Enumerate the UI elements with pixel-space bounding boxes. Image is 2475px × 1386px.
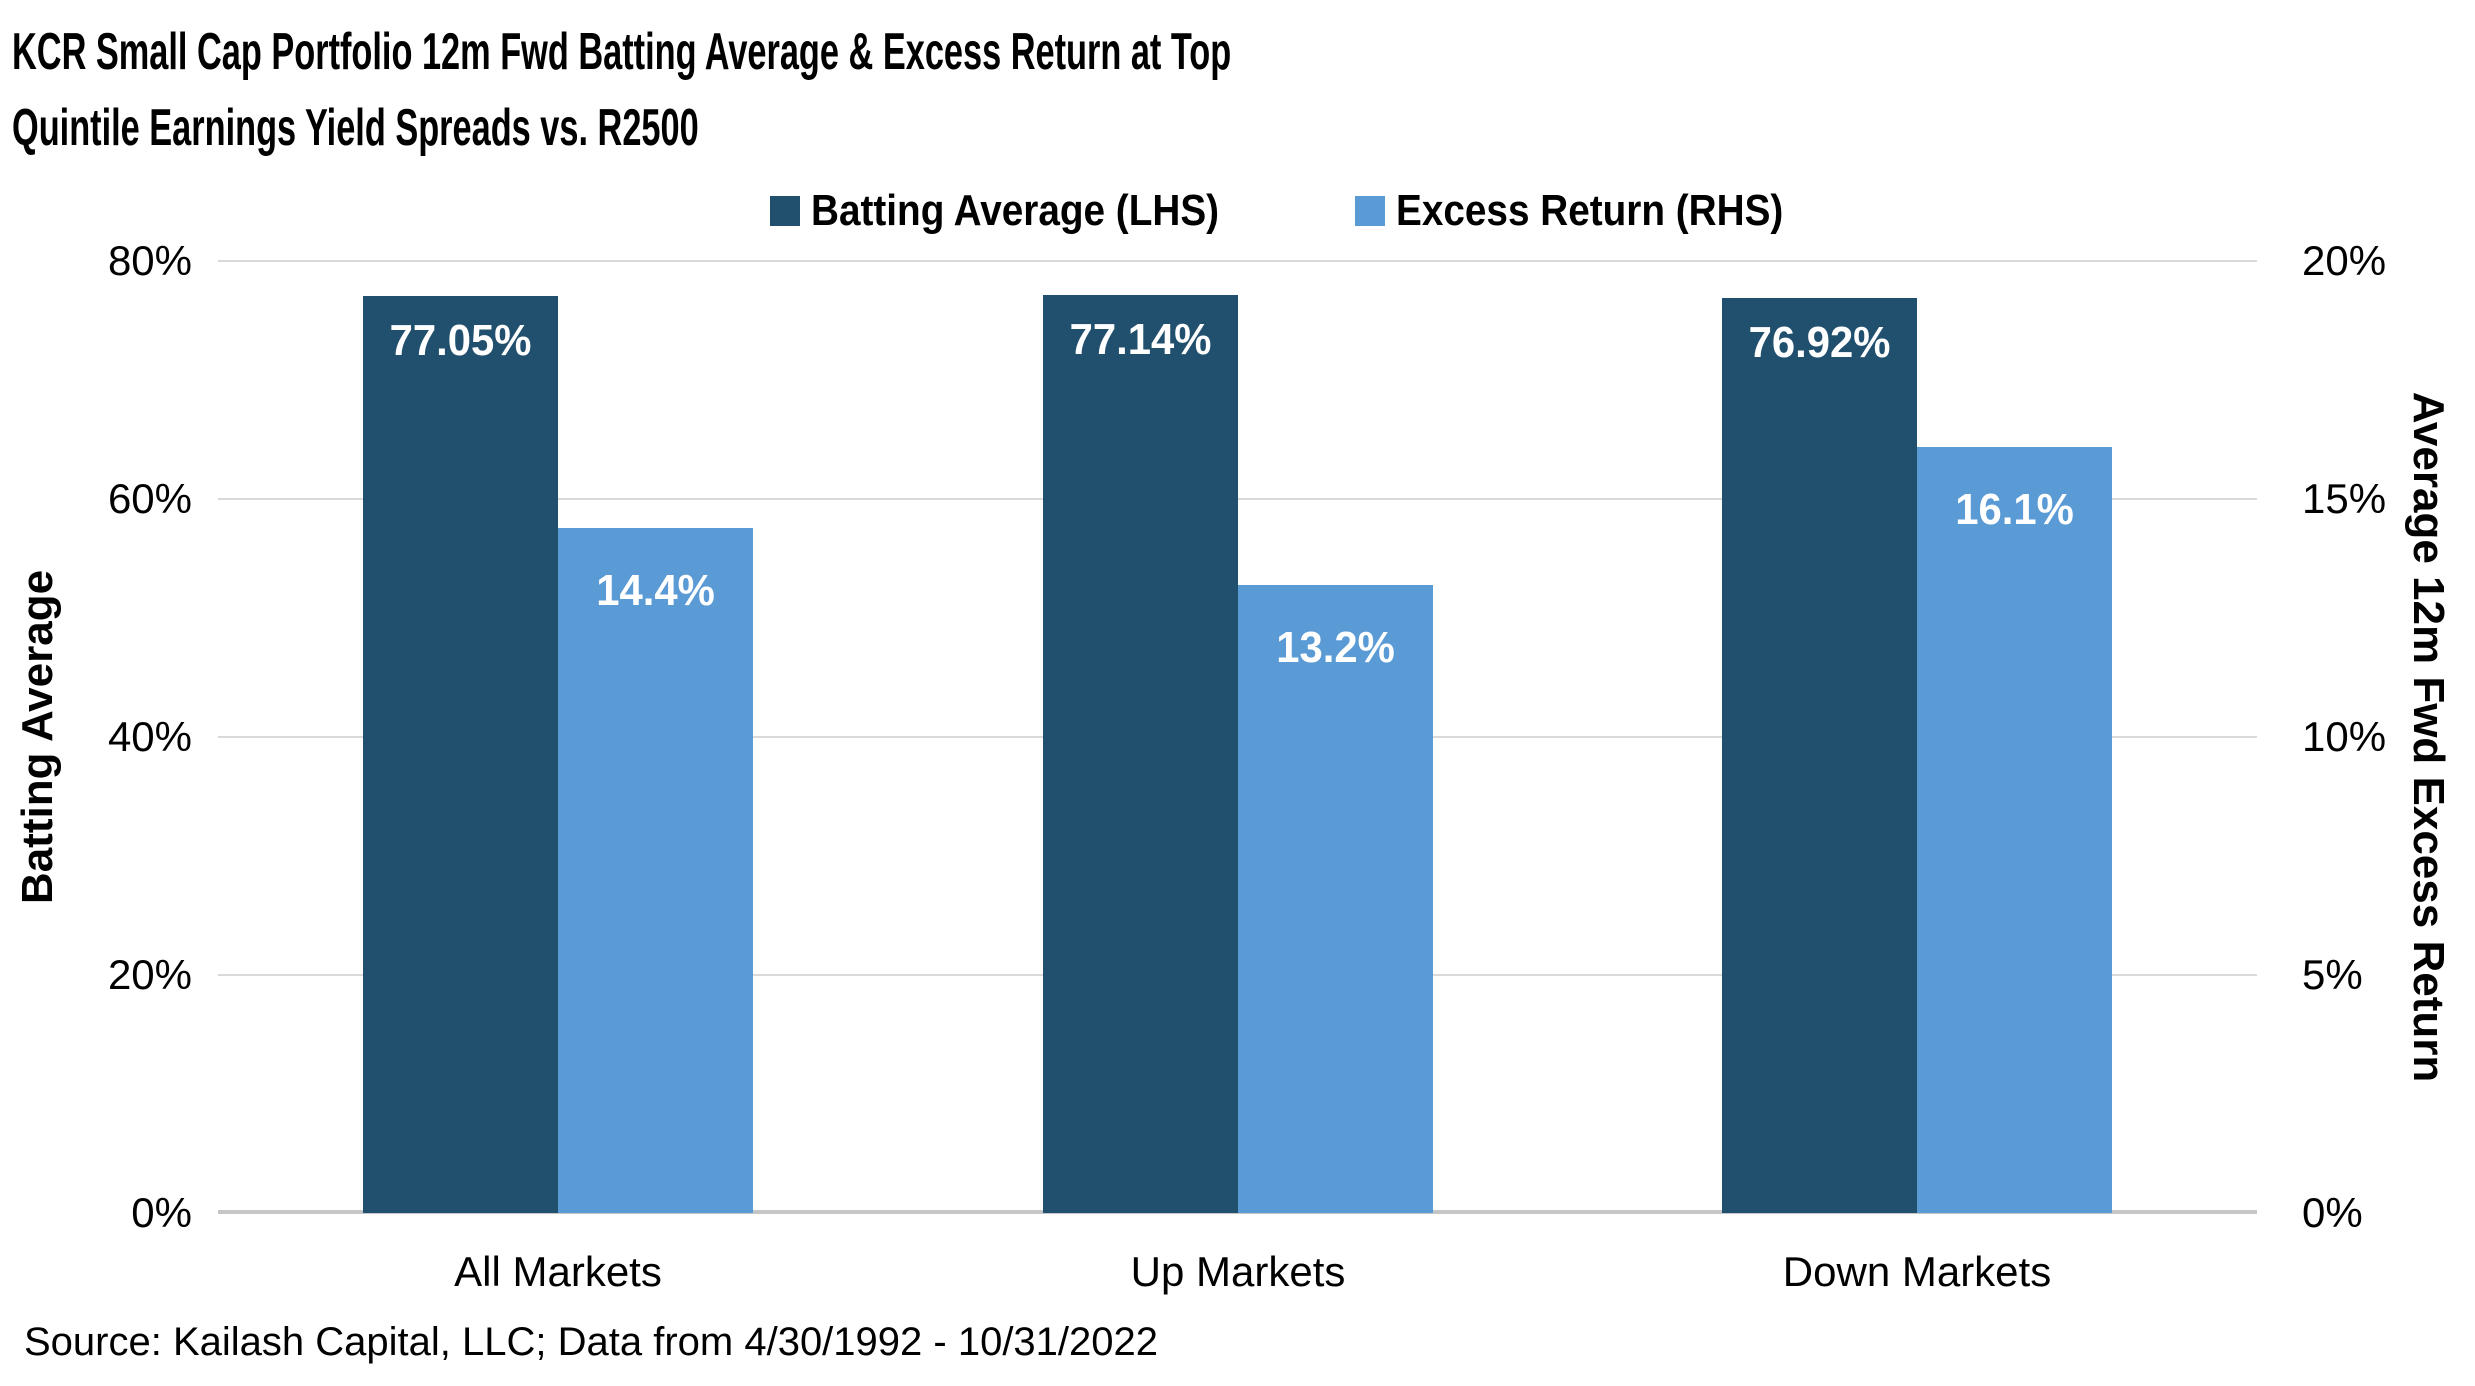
plot-area: 77.05% 14.4% 77.14% 13.2% 76.92% 16.1% — [218, 260, 2257, 1214]
bar-value-label-excess-return-rhs-all-markets: 14.4% — [596, 566, 715, 615]
bar-batting-average-lhs-up-markets: 77.14% — [1043, 295, 1238, 1213]
bar-excess-return-rhs-down-markets: 16.1% — [1917, 447, 2112, 1213]
left-axis-tick-80: 80% — [107, 237, 192, 284]
chart-title-line2: Quintile Earnings Yield Spreads vs. R250… — [12, 99, 699, 157]
bar-value-label-batting-average-lhs-all-markets: 77.05% — [389, 316, 532, 365]
left-axis-tick-0: 0% — [131, 1189, 192, 1236]
left-axis-tick-20: 20% — [107, 951, 192, 998]
chart-title-line1: KCR Small Cap Portfolio 12m Fwd Batting … — [12, 23, 1232, 81]
category-label-up-markets: Up Markets — [1130, 1248, 1346, 1295]
bar-excess-return-rhs-up-markets: 13.2% — [1238, 585, 1433, 1213]
left-axis-title: Batting Average — [13, 569, 62, 905]
left-axis-tick-60: 60% — [107, 475, 192, 522]
right-axis-tick-5: 5% — [2302, 951, 2363, 998]
legend-item-excess-return-rhs: Excess Return (RHS) — [1354, 186, 1836, 236]
legend-label: Excess Return (RHS) — [1395, 186, 1784, 235]
bar-value-label-batting-average-lhs-up-markets: 77.14% — [1069, 315, 1212, 364]
category-label-down-markets: Down Markets — [1782, 1248, 2052, 1295]
legend-label: Batting Average (LHS) — [811, 186, 1220, 235]
right-axis-tick-15: 15% — [2302, 475, 2387, 522]
category-label-all-markets: All Markets — [454, 1248, 662, 1295]
source-note: Source: Kailash Capital, LLC; Data from … — [24, 1320, 1159, 1364]
right-axis-tick-0: 0% — [2302, 1189, 2363, 1236]
right-axis-title: Average 12m Fwd Excess Return — [2404, 391, 2453, 1083]
legend-item-batting-average-lhs: Batting Average (LHS) — [770, 186, 1275, 236]
bar-excess-return-rhs-all-markets: 14.4% — [558, 528, 753, 1213]
legend-swatch-batting-average-lhs — [770, 196, 800, 226]
bar-batting-average-lhs-down-markets: 76.92% — [1722, 298, 1917, 1213]
chart-title: KCR Small Cap Portfolio 12m Fwd Batting … — [12, 14, 1231, 166]
legend-swatch-excess-return-rhs — [1354, 196, 1385, 226]
gridline — [218, 260, 2257, 262]
bar-value-label-batting-average-lhs-down-markets: 76.92% — [1748, 318, 1891, 367]
bar-value-label-excess-return-rhs-up-markets: 13.2% — [1276, 623, 1395, 672]
right-axis-tick-20: 20% — [2302, 237, 2387, 284]
bar-value-label-excess-return-rhs-down-markets: 16.1% — [1955, 485, 2074, 534]
right-axis-tick-10: 10% — [2302, 713, 2387, 760]
legend: Batting Average (LHS) Excess Return (RHS) — [770, 186, 1836, 236]
left-axis-tick-40: 40% — [107, 713, 192, 760]
bar-batting-average-lhs-all-markets: 77.05% — [363, 296, 558, 1213]
